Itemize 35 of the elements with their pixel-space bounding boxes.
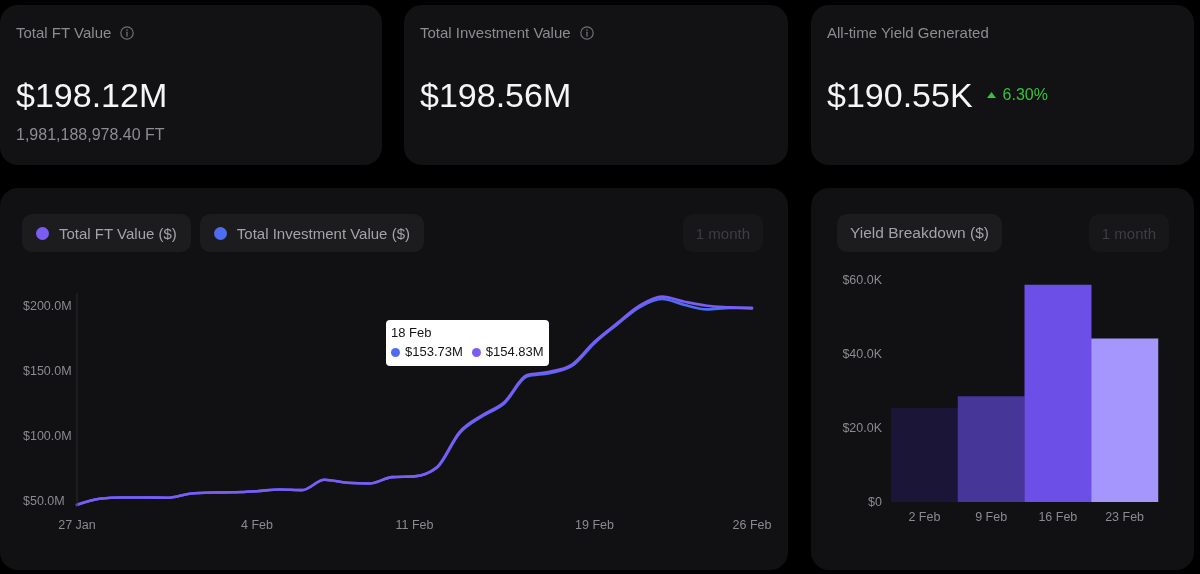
text: 6.30% bbox=[1002, 86, 1048, 104]
x-tick-label: 23 Feb bbox=[1105, 510, 1145, 524]
y-tick-label: $20.0K bbox=[842, 421, 883, 435]
x-tick-label: 9 Feb bbox=[975, 510, 1008, 524]
annotation: $154.83M bbox=[485, 343, 544, 361]
text: All-time Yield Generated bbox=[827, 24, 989, 41]
text: Total Investment Value bbox=[420, 24, 571, 41]
y-tick-label: $40.0K bbox=[842, 347, 883, 361]
x-tick-label: 11 Feb bbox=[395, 518, 434, 532]
y-tick-label: $0 bbox=[868, 495, 883, 509]
x-tick-label: 19 Feb bbox=[575, 518, 614, 532]
y-tick-label: $150.0M bbox=[23, 363, 72, 378]
title-chip: Yield Breakdown ($) bbox=[837, 214, 1002, 252]
text: $190.55K bbox=[827, 75, 973, 115]
tooltip-box: 18 Feb $153.73M $154.83M bbox=[386, 320, 549, 366]
annotation: $153.73M bbox=[405, 343, 463, 361]
text: 1,981,188,978.40 FT bbox=[16, 125, 165, 145]
x-tick-label: 4 Feb bbox=[241, 518, 274, 532]
chart-title: Yield Breakdown ($) bbox=[850, 224, 989, 242]
legend-chip: Total Investment Value ($) bbox=[199, 214, 424, 252]
annotation: 18 Feb bbox=[391, 325, 432, 340]
x-tick-label: 16 Feb bbox=[1038, 510, 1078, 524]
legend-label: Total FT Value ($) bbox=[59, 224, 177, 242]
y-tick-label: $100.0M bbox=[23, 428, 72, 443]
x-tick-label: 27 Jan bbox=[58, 518, 96, 532]
text: $198.56M bbox=[420, 75, 572, 115]
text: $198.12M bbox=[16, 75, 168, 115]
x-tick-label: 26 Feb bbox=[732, 518, 772, 532]
legend-chip: Total FT Value ($) bbox=[22, 214, 191, 252]
legend-label: Total Investment Value ($) bbox=[236, 224, 410, 242]
y-tick-label: $60.0K bbox=[842, 273, 883, 287]
x-tick-label: 2 Feb bbox=[908, 510, 941, 524]
y-tick-label: $200.0M bbox=[23, 298, 72, 313]
y-tick-label: $50.0M bbox=[23, 493, 65, 508]
text: Total FT Value bbox=[16, 24, 112, 41]
